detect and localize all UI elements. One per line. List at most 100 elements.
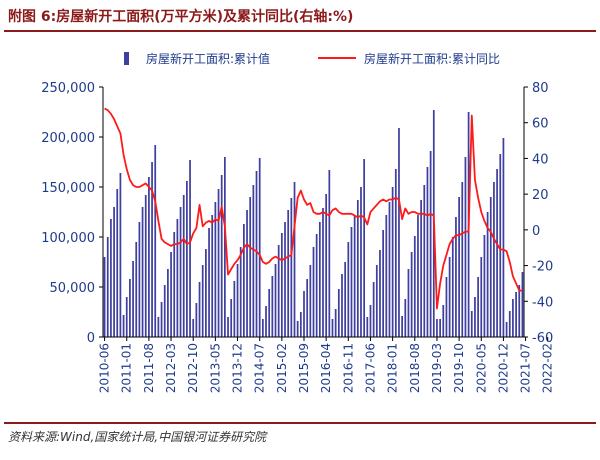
bar-86 bbox=[375, 265, 378, 337]
bar-96 bbox=[407, 269, 410, 337]
bar-76 bbox=[344, 262, 347, 337]
bar-11 bbox=[138, 222, 141, 337]
bar-81 bbox=[360, 187, 362, 337]
bar-37 bbox=[220, 175, 223, 337]
bar-43 bbox=[239, 247, 242, 337]
bar-123 bbox=[493, 182, 495, 337]
bar-3 bbox=[113, 207, 115, 337]
combo-chart: 0 50,000 100,000 150,000 200,000 250,000 -60 -4… bbox=[41, 51, 555, 393]
bar-106 bbox=[439, 319, 441, 337]
bar-6 bbox=[122, 315, 125, 337]
left-tick-label-5: 250,000 bbox=[41, 81, 95, 96]
bar-128 bbox=[508, 311, 511, 337]
bar-52 bbox=[268, 289, 271, 337]
x-tick-label-18: 2020-12 bbox=[496, 343, 510, 393]
bar-108 bbox=[445, 277, 448, 337]
x-tick-label-5: 2013-05 bbox=[208, 343, 222, 393]
bar-9 bbox=[132, 261, 134, 337]
x-tick-label-16: 2019-10 bbox=[452, 343, 466, 393]
bar-16 bbox=[154, 145, 157, 337]
bar-29 bbox=[195, 303, 198, 337]
right-tick-label-3: 0 bbox=[532, 224, 540, 239]
bar-38 bbox=[224, 157, 226, 337]
x-tick-label-9: 2015-09 bbox=[297, 343, 311, 393]
bar-61 bbox=[296, 321, 299, 337]
bar-8 bbox=[129, 279, 131, 337]
bar-20 bbox=[167, 269, 169, 337]
bar-24 bbox=[179, 207, 182, 337]
x-tick-label-14: 2018-08 bbox=[408, 343, 422, 393]
bar-2 bbox=[110, 219, 112, 337]
bar-131 bbox=[518, 285, 521, 337]
left-tick-label-0: 0 bbox=[87, 331, 95, 346]
bar-69 bbox=[322, 208, 324, 337]
bar-84 bbox=[369, 305, 372, 337]
bar-130 bbox=[515, 292, 517, 337]
page-title: 附图 6:房屋新开工面积(万平方米)及累计同比(右轴:%) bbox=[8, 9, 354, 25]
yoy-line bbox=[104, 107, 523, 310]
bar-32 bbox=[205, 249, 207, 337]
bar-4 bbox=[116, 189, 119, 337]
bar-50 bbox=[261, 319, 264, 337]
bar-114 bbox=[464, 157, 467, 337]
bar-54 bbox=[274, 264, 277, 337]
bar-132 bbox=[521, 272, 524, 337]
x-tick-label-10: 2016-04 bbox=[319, 343, 333, 393]
bar-30 bbox=[198, 282, 201, 337]
bar-79 bbox=[353, 215, 356, 337]
left-tick-label-1: 50,000 bbox=[50, 281, 96, 296]
bar-109 bbox=[448, 257, 451, 337]
x-tick-label-20: 2022-02 bbox=[541, 343, 555, 393]
bar-63 bbox=[303, 291, 305, 337]
bar-73 bbox=[334, 309, 337, 337]
bar-119 bbox=[480, 257, 483, 337]
bar-35 bbox=[214, 202, 217, 337]
bar-60 bbox=[293, 182, 296, 337]
x-tick-label-2: 2011-08 bbox=[142, 343, 156, 393]
bar-5 bbox=[119, 173, 122, 337]
bar-53 bbox=[271, 276, 274, 337]
bar-103 bbox=[429, 151, 432, 337]
bar-91 bbox=[391, 187, 394, 337]
bar-122 bbox=[489, 197, 492, 337]
bar-112 bbox=[458, 197, 460, 337]
bar-57 bbox=[284, 222, 286, 337]
bar-68 bbox=[318, 222, 321, 337]
bar-31 bbox=[201, 265, 204, 337]
footer-divider bbox=[4, 422, 596, 424]
bar-93 bbox=[398, 128, 400, 337]
x-tick-label-17: 2020-05 bbox=[474, 343, 488, 393]
bar-1 bbox=[106, 237, 109, 337]
left-tick-label-3: 150,000 bbox=[41, 181, 95, 196]
bar-110 bbox=[451, 237, 454, 337]
bar-102 bbox=[426, 167, 429, 337]
x-tick-label-3: 2012-03 bbox=[164, 343, 178, 393]
bar-111 bbox=[455, 217, 457, 337]
bar-85 bbox=[372, 282, 375, 337]
bar-80 bbox=[356, 200, 359, 337]
bar-99 bbox=[417, 215, 419, 337]
right-tick-label-7: 80 bbox=[532, 81, 549, 96]
bar-18 bbox=[160, 302, 163, 337]
bar-100 bbox=[420, 200, 422, 337]
bar-120 bbox=[483, 235, 486, 337]
bar-7 bbox=[125, 297, 128, 337]
bar-125 bbox=[499, 154, 502, 337]
bar-107 bbox=[442, 305, 445, 337]
bar-89 bbox=[385, 215, 388, 337]
bar-75 bbox=[341, 274, 343, 337]
x-tick-label-1: 2011-01 bbox=[120, 343, 134, 393]
x-tick-label-8: 2015-02 bbox=[275, 343, 289, 393]
bar-62 bbox=[299, 312, 302, 337]
bar-64 bbox=[306, 279, 309, 337]
left-tick-label-4: 200,000 bbox=[41, 131, 95, 146]
bar-59 bbox=[290, 198, 293, 337]
x-tick-label-0: 2010-06 bbox=[98, 343, 112, 393]
bar-124 bbox=[496, 169, 498, 337]
bar-14 bbox=[148, 177, 150, 337]
bar-92 bbox=[394, 169, 397, 337]
bar-15 bbox=[151, 162, 153, 337]
bar-105 bbox=[436, 319, 438, 337]
x-tick-label-6: 2013-12 bbox=[231, 343, 245, 393]
